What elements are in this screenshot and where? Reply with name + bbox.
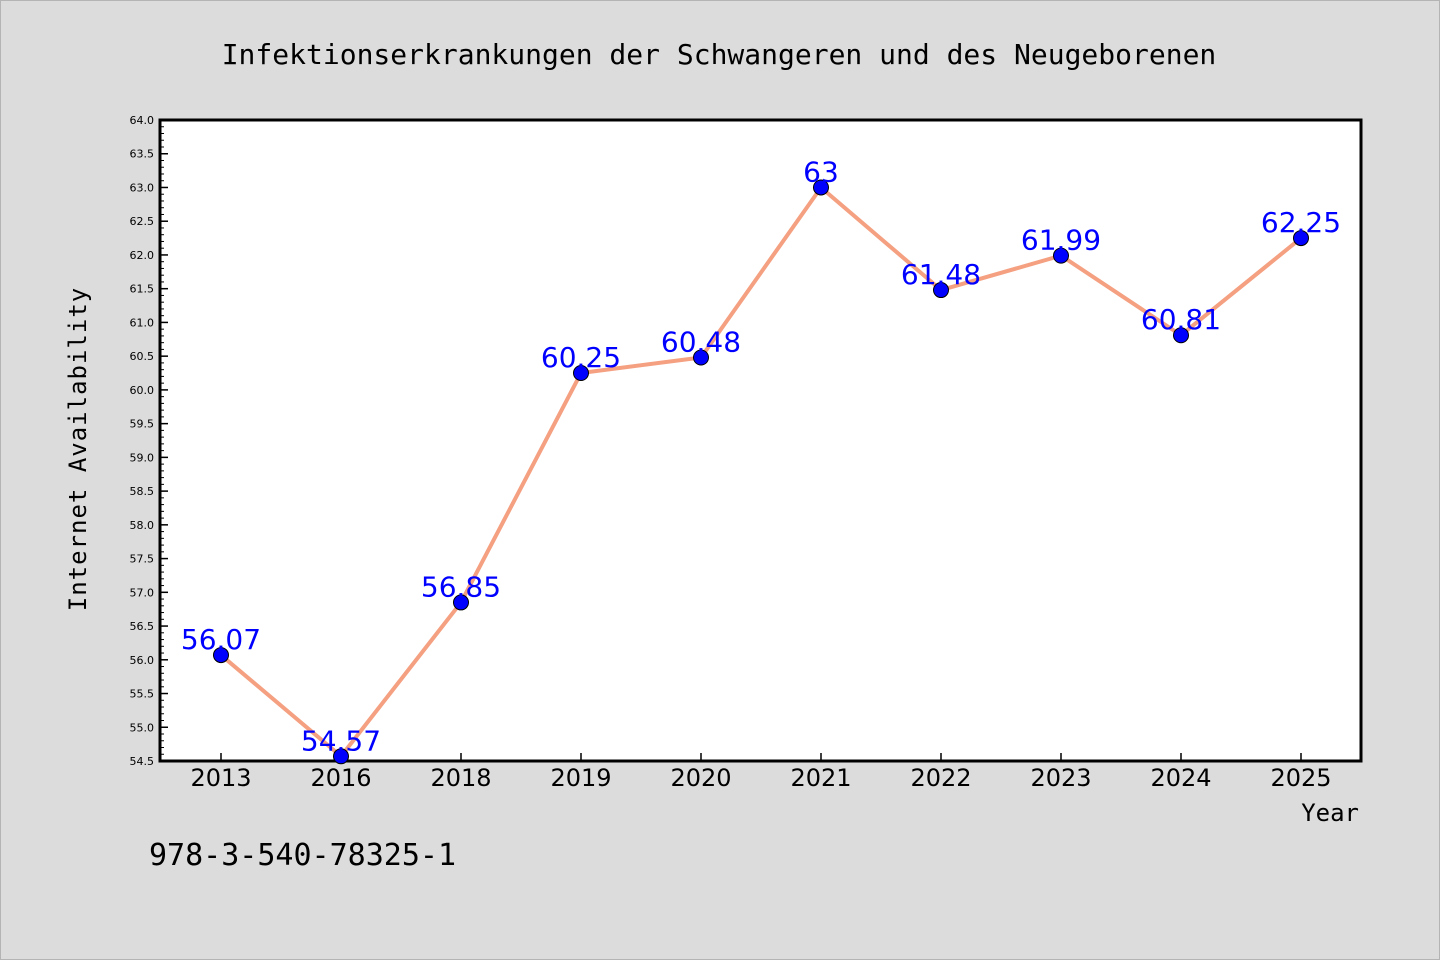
y-tick-label: 61.5 — [130, 283, 155, 296]
y-tick-label: 64.0 — [130, 114, 155, 127]
data-point — [813, 179, 829, 196]
y-tick-label: 63.0 — [130, 181, 155, 194]
y-tick-label: 56.5 — [130, 620, 155, 633]
data-label: 61.99 — [1021, 224, 1101, 257]
data-label: 61.48 — [901, 258, 981, 291]
y-axis: 54.5 55.0 55.5 56.0 56.5 57.0 57.5 58.0 58.5 59.0… — [130, 114, 168, 768]
data-label: 60.48 — [661, 326, 741, 359]
y-axis-label: Internet Availability — [64, 287, 92, 611]
x-tick-label: 2019 — [550, 764, 611, 792]
y-tick-label: 61.0 — [130, 316, 155, 329]
y-tick-label: 63.5 — [130, 148, 155, 161]
data-label: 56.85 — [421, 570, 501, 603]
y-tick-label: 56.0 — [130, 654, 155, 667]
x-axis-label: Year — [1301, 799, 1359, 827]
x-tick-label: 2025 — [1270, 764, 1331, 792]
x-tick-label: 2013 — [190, 764, 251, 792]
data-label: 56.07 — [181, 623, 261, 656]
data-point — [1173, 327, 1189, 344]
y-tick-label: 59.0 — [130, 451, 155, 464]
data-label: 54.57 — [301, 724, 381, 757]
y-tick-label: 54.5 — [130, 755, 155, 768]
data-markers — [213, 179, 1309, 765]
x-tick-label: 2016 — [310, 764, 371, 792]
x-tick-label: 2020 — [670, 764, 731, 792]
data-label: 63 — [803, 155, 839, 188]
data-point — [1293, 230, 1309, 247]
y-tick-label: 58.0 — [130, 519, 155, 532]
y-tick-label: 57.5 — [130, 553, 155, 566]
x-tick-label: 2018 — [430, 764, 491, 792]
data-point — [573, 365, 589, 382]
data-point — [453, 594, 469, 611]
y-tick-label: 60.5 — [130, 350, 155, 363]
data-point — [1053, 247, 1069, 264]
x-tick-label: 2023 — [1030, 764, 1091, 792]
y-tick-label: 59.5 — [130, 418, 155, 431]
data-label: 60.25 — [541, 341, 621, 374]
plot-area — [158, 118, 1363, 763]
y-tick-label: 55.5 — [130, 688, 155, 701]
data-point — [693, 349, 709, 366]
y-tick-label: 62.5 — [130, 215, 155, 228]
x-axis: 2013 2016 2018 2019 2020 2021 2022 2023 2024 2025 — [190, 753, 1332, 792]
y-tick-label: 58.5 — [130, 485, 155, 498]
x-tick-label: 2024 — [1150, 764, 1211, 792]
x-tick-label: 2022 — [910, 764, 971, 792]
chart-title: Infektionserkrankungen der Schwangeren u… — [222, 38, 1217, 71]
series-line — [219, 185, 1303, 759]
y-tick-label: 57.0 — [130, 586, 155, 599]
data-point — [333, 748, 349, 765]
data-label: 62.25 — [1261, 206, 1341, 239]
y-tick-label: 55.0 — [130, 721, 155, 734]
data-point — [933, 282, 949, 299]
isbn-text: 978-3-540-78325-1 — [149, 838, 456, 873]
y-tick-label: 62.0 — [130, 249, 155, 262]
x-tick-label: 2021 — [790, 764, 851, 792]
data-labels: 56.07 54.57 56.85 60.25 60.48 63 61.48 61.99 60.… — [181, 155, 1341, 757]
y-tick-label: 60.0 — [130, 384, 155, 397]
data-point — [213, 647, 229, 664]
data-label: 60.81 — [1141, 303, 1221, 336]
